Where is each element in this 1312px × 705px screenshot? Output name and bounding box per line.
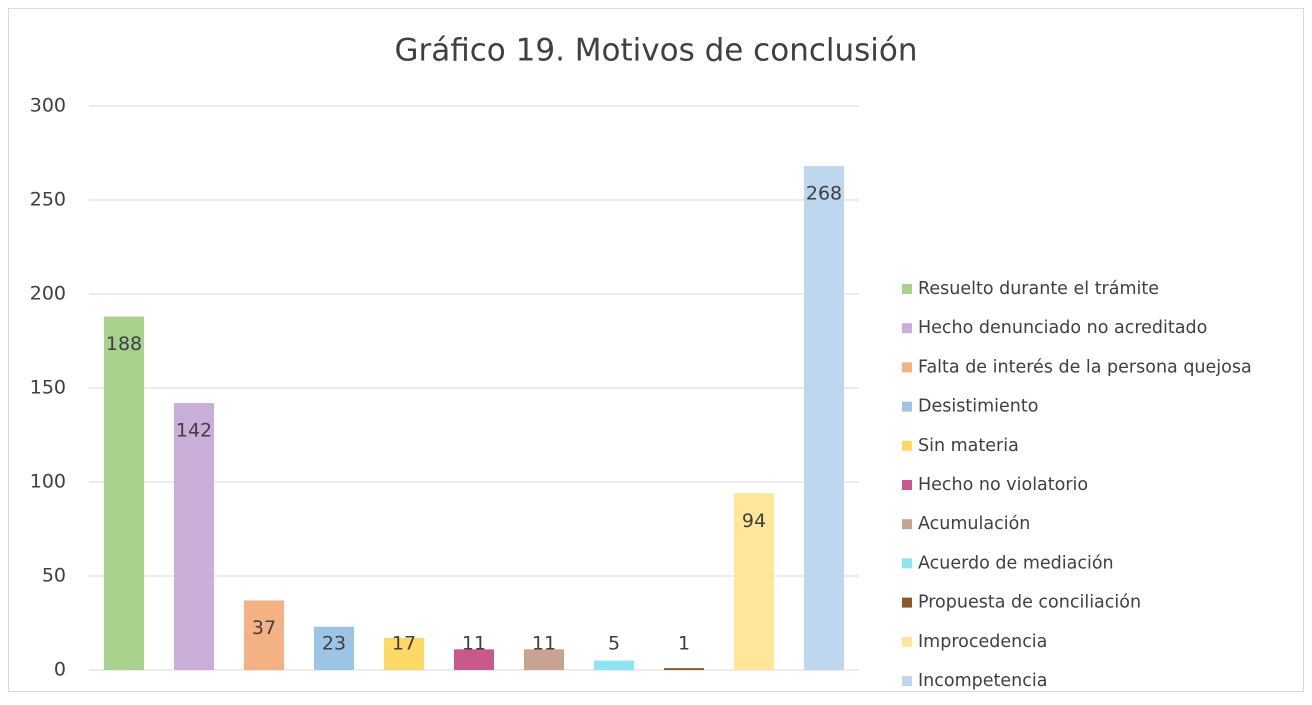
legend-label: Desistimiento [918, 397, 1038, 417]
legend-label: Incompetencia [918, 671, 1047, 691]
legend-swatch [902, 597, 912, 608]
data-label: 11 [532, 633, 556, 655]
bar [104, 316, 144, 670]
legend-label: Sin materia [918, 436, 1019, 456]
y-tick-label: 150 [30, 377, 66, 399]
bar [594, 660, 634, 670]
legend-swatch [902, 480, 912, 490]
legend-swatch [902, 676, 912, 686]
legend-swatch [902, 440, 912, 451]
y-tick-label: 200 [30, 283, 66, 305]
legend-swatch [902, 636, 912, 647]
y-tick-label: 100 [30, 471, 66, 493]
data-label: 188 [106, 333, 142, 355]
legend-label: Resuelto durante el trámite [918, 279, 1159, 299]
data-label: 94 [742, 510, 766, 532]
legend-label: Propuesta de conciliación [918, 593, 1141, 613]
data-label: 11 [462, 633, 486, 655]
legend-swatch [902, 558, 912, 569]
data-label: 23 [322, 633, 346, 655]
legend-swatch [902, 284, 912, 294]
chart-title: Gráfico 19. Motivos de conclusión [394, 33, 917, 69]
legend-label: Acuerdo de mediación [918, 553, 1114, 573]
legend-swatch [902, 519, 912, 530]
data-label: 1 [678, 633, 690, 655]
data-label: 17 [392, 633, 416, 655]
y-tick-label: 300 [30, 95, 66, 117]
bar [454, 649, 494, 670]
data-label: 5 [608, 633, 620, 655]
legend-label: Hecho denunciado no acreditado [918, 318, 1207, 338]
bar [524, 649, 564, 670]
legend-label: Improcedencia [918, 632, 1047, 652]
data-label: 37 [252, 617, 276, 639]
bar [734, 493, 774, 670]
data-label: 268 [806, 183, 842, 205]
bar [244, 600, 284, 670]
bar [174, 403, 214, 670]
legend-label: Falta de interés de la persona quejosa [918, 357, 1252, 377]
bar [804, 166, 844, 670]
bar [384, 638, 424, 670]
y-tick-label: 250 [30, 189, 66, 211]
y-tick-label: 0 [54, 659, 66, 681]
bar [664, 668, 704, 670]
y-tick-label: 50 [42, 565, 66, 587]
data-label: 142 [176, 420, 212, 442]
legend-swatch [902, 323, 912, 334]
legend-label: Hecho no violatorio [918, 475, 1088, 495]
legend-label: Acumulación [918, 514, 1030, 534]
legend-swatch [902, 362, 912, 373]
chart-frame [8, 8, 1304, 692]
legend-swatch [902, 401, 912, 412]
bar [314, 626, 354, 670]
